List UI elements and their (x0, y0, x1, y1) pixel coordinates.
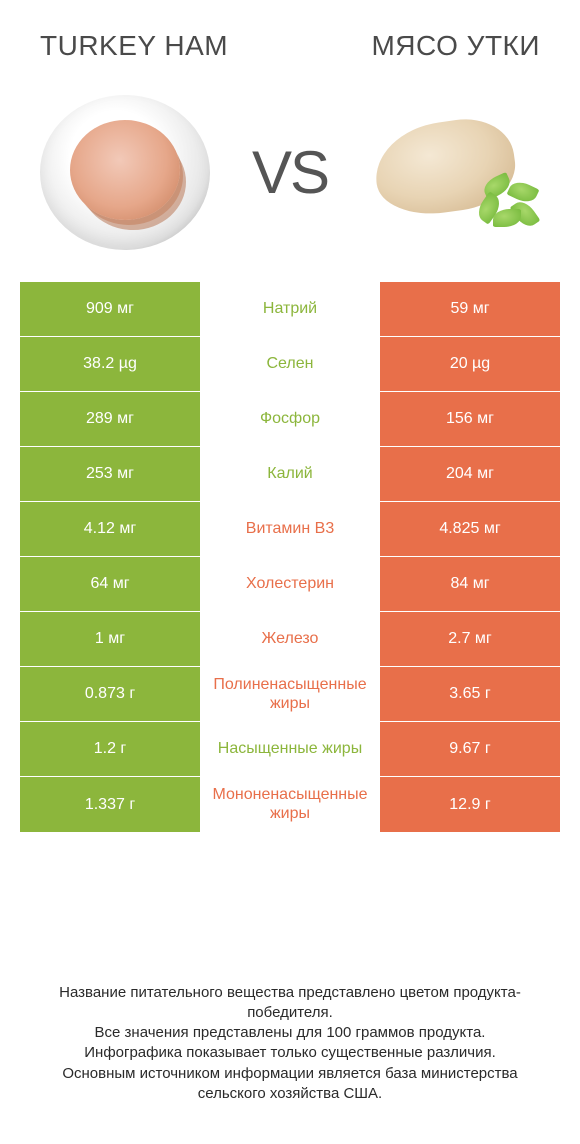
right-value-cell: 156 мг (380, 392, 560, 447)
left-value-cell: 253 мг (20, 447, 200, 502)
header: TURKEY HAM МЯСО УТКИ (20, 30, 560, 72)
table-row: 1 мгЖелезо2.7 мг (20, 612, 560, 667)
nutrient-label: Железо (200, 612, 380, 667)
nutrient-label: Натрий (200, 282, 380, 337)
right-value-cell: 59 мг (380, 282, 560, 337)
right-value-cell: 12.9 г (380, 777, 560, 832)
left-value-cell: 38.2 µg (20, 337, 200, 392)
table-row: 64 мгХолестерин84 мг (20, 557, 560, 612)
turkey-ham-image (30, 92, 220, 252)
left-value-cell: 1 мг (20, 612, 200, 667)
table-row: 38.2 µgСелен20 µg (20, 337, 560, 392)
footer-line: Все значения представлены для 100 граммо… (30, 1023, 550, 1043)
right-value-cell: 9.67 г (380, 722, 560, 777)
right-value-cell: 3.65 г (380, 667, 560, 722)
footer-line: Название питательного вещества представл… (30, 983, 550, 1024)
left-value-cell: 289 мг (20, 392, 200, 447)
left-value-cell: 909 мг (20, 282, 200, 337)
comparison-table: 909 мгНатрий59 мг38.2 µgСелен20 µg289 мг… (20, 282, 560, 832)
nutrient-label: Насыщенные жиры (200, 722, 380, 777)
nutrient-label: Калий (200, 447, 380, 502)
nutrient-label: Фосфор (200, 392, 380, 447)
left-value-cell: 4.12 мг (20, 502, 200, 557)
vs-label: VS (252, 138, 328, 207)
table-row: 289 мгФосфор156 мг (20, 392, 560, 447)
left-value-cell: 64 мг (20, 557, 200, 612)
right-value-cell: 20 µg (380, 337, 560, 392)
table-row: 253 мгКалий204 мг (20, 447, 560, 502)
nutrient-label: Витамин B3 (200, 502, 380, 557)
product-images-row: VS (20, 72, 560, 282)
right-value-cell: 2.7 мг (380, 612, 560, 667)
right-value-cell: 84 мг (380, 557, 560, 612)
footer-notes: Название питательного вещества представл… (20, 953, 560, 1125)
right-value-cell: 4.825 мг (380, 502, 560, 557)
table-row: 0.873 гПолиненасыщенные жиры3.65 г (20, 667, 560, 722)
right-value-cell: 204 мг (380, 447, 560, 502)
nutrient-label: Селен (200, 337, 380, 392)
nutrient-label: Холестерин (200, 557, 380, 612)
left-value-cell: 0.873 г (20, 667, 200, 722)
left-value-cell: 1.337 г (20, 777, 200, 832)
footer-line: Основным источником информации является … (30, 1064, 550, 1105)
nutrient-label: Мононенасыщенные жиры (200, 777, 380, 832)
right-product-title: МЯСО УТКИ (371, 30, 540, 62)
left-value-cell: 1.2 г (20, 722, 200, 777)
table-row: 4.12 мгВитамин B34.825 мг (20, 502, 560, 557)
nutrient-label: Полиненасыщенные жиры (200, 667, 380, 722)
table-row: 909 мгНатрий59 мг (20, 282, 560, 337)
duck-meat-image (360, 92, 550, 252)
table-row: 1.2 гНасыщенные жиры9.67 г (20, 722, 560, 777)
left-product-title: TURKEY HAM (40, 30, 228, 62)
footer-line: Инфографика показывает только существенн… (30, 1043, 550, 1063)
table-row: 1.337 гМононенасыщенные жиры12.9 г (20, 777, 560, 832)
